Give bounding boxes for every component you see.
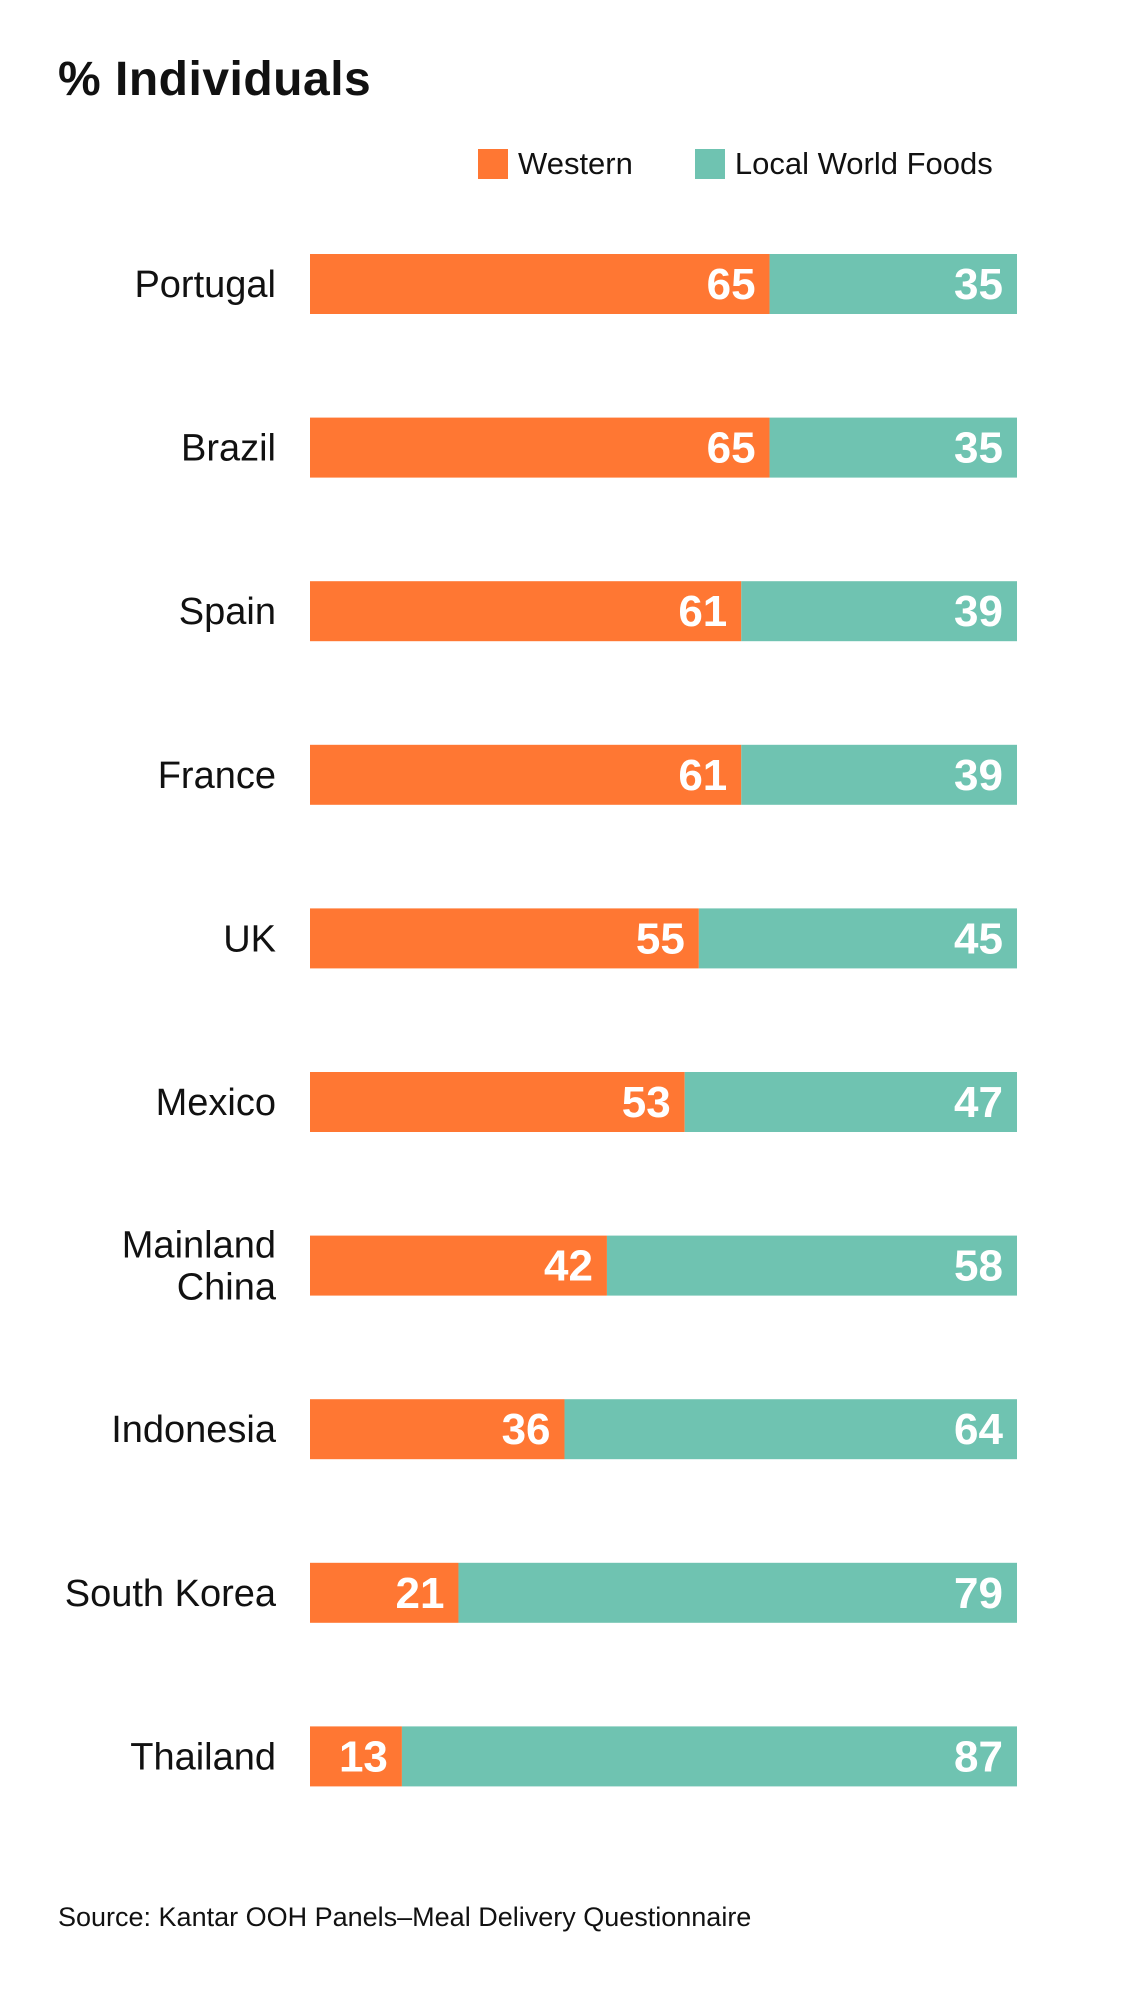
- bar-local-world-foods-thailand: [401, 1726, 1017, 1787]
- chart-legend: Western Local World Foods: [478, 146, 993, 182]
- bar-local-world-foods-mainland-china: [606, 1235, 1017, 1296]
- bar-western-indonesia: [310, 1399, 565, 1460]
- bar-local-world-foods-uk: [698, 908, 1017, 969]
- legend-swatch-local-world-foods: [694, 149, 725, 179]
- data-label-western-spain: 61: [678, 587, 727, 636]
- bar-local-world-foods-spain: [741, 581, 1017, 642]
- data-label-local-world-foods-portugal: 35: [954, 260, 1003, 309]
- category-label-mexico: Mexico: [156, 1082, 276, 1124]
- category-label-south-korea: South Korea: [65, 1573, 277, 1615]
- data-label-western-france: 61: [678, 751, 727, 800]
- data-label-local-world-foods-south-korea: 79: [954, 1569, 1003, 1618]
- category-label-portugal: Portugal: [134, 264, 276, 306]
- data-label-local-world-foods-brazil: 35: [954, 424, 1003, 473]
- legend-label-western: Western: [518, 146, 633, 181]
- category-label-brazil: Brazil: [181, 428, 276, 470]
- stacked-bar-chart: Portugal 65 35 Brazil 65 35 Spain 61 39 France 61 3…: [65, 254, 1018, 1787]
- bar-western-brazil: [310, 417, 770, 478]
- data-label-western-uk: 55: [636, 914, 685, 963]
- bar-western-spain: [310, 581, 742, 642]
- legend-swatch-western: [478, 149, 508, 179]
- data-label-local-world-foods-france: 39: [954, 751, 1003, 800]
- bar-local-world-foods-brazil: [769, 417, 1017, 478]
- data-label-western-mainland-china: 42: [544, 1242, 593, 1291]
- chart-title: % Individuals: [58, 53, 372, 106]
- bar-western-portugal: [310, 254, 770, 314]
- data-label-local-world-foods-indonesia: 64: [954, 1405, 1003, 1454]
- data-label-western-south-korea: 21: [396, 1569, 445, 1618]
- bar-western-south-korea: [310, 1562, 459, 1623]
- legend-item-local-world-foods: Local World Foods: [694, 146, 993, 182]
- bar-western-mexico: [310, 1072, 685, 1132]
- bar-local-world-foods-france: [741, 744, 1017, 805]
- data-label-local-world-foods-uk: 45: [954, 914, 1003, 963]
- bar-western-thailand: [310, 1726, 402, 1787]
- bar-local-world-foods-portugal: [769, 254, 1017, 314]
- data-label-western-mexico: 53: [622, 1078, 671, 1127]
- bar-western-france: [310, 744, 742, 805]
- category-label-indonesia: Indonesia: [111, 1409, 277, 1451]
- data-label-western-indonesia: 36: [502, 1405, 551, 1454]
- data-label-local-world-foods-mexico: 47: [954, 1078, 1003, 1127]
- category-label-thailand: Thailand: [130, 1736, 276, 1778]
- category-label-france: France: [158, 755, 276, 797]
- category-label-mainland-china: Mainland China: [122, 1225, 277, 1309]
- data-label-local-world-foods-mainland-china: 58: [954, 1242, 1003, 1291]
- data-label-western-brazil: 65: [707, 424, 756, 473]
- bar-western-mainland-china: [310, 1235, 607, 1296]
- data-label-local-world-foods-spain: 39: [954, 587, 1003, 636]
- category-label-uk: UK: [223, 918, 276, 960]
- category-label-spain: Spain: [179, 591, 276, 633]
- legend-label-local-world-foods: Local World Foods: [734, 146, 993, 181]
- data-label-local-world-foods-thailand: 87: [954, 1732, 1003, 1781]
- bar-local-world-foods-indonesia: [564, 1399, 1017, 1460]
- bar-local-world-foods-mexico: [684, 1072, 1017, 1132]
- data-label-western-portugal: 65: [707, 260, 756, 309]
- data-label-western-thailand: 13: [339, 1732, 388, 1781]
- bar-local-world-foods-south-korea: [458, 1562, 1018, 1623]
- source-note: Source: Kantar OOH Panels–Meal Delivery …: [58, 1902, 752, 1932]
- bar-western-uk: [310, 908, 699, 969]
- legend-item-western: Western: [478, 146, 633, 182]
